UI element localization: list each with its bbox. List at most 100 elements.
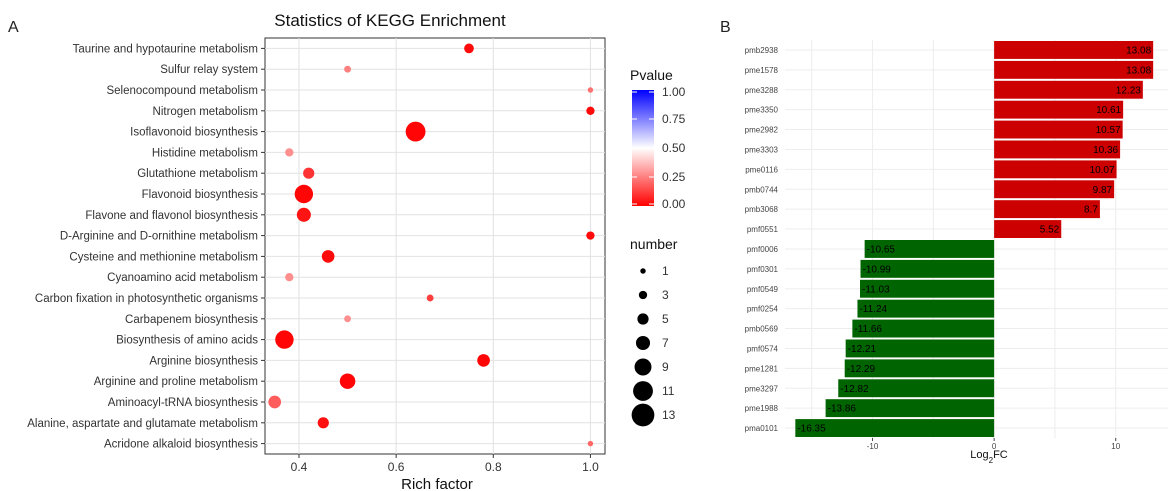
y-tick-label: Acridone alkaloid biosynthesis: [104, 439, 258, 451]
bar: [860, 279, 995, 298]
y-tick-label: Alanine, aspartate and glutamate metabol…: [27, 418, 258, 430]
data-point: [296, 207, 311, 222]
data-point: [464, 43, 474, 54]
y-tick-label: pmb2938: [745, 46, 779, 55]
y-tick-label: pme3297: [745, 384, 779, 393]
colorbar-tick-label: 0.25: [662, 170, 686, 184]
panel-label-b: B: [720, 19, 731, 36]
log2fc-bar-chart: B 13.08 13.08 12.23 10.61 10.57 10.36 10.07 9.8…: [720, 19, 1168, 465]
y-tick-label: pmf0006: [747, 245, 779, 254]
y-tick-label: pme1281: [745, 364, 779, 373]
data-point: [587, 87, 594, 93]
bar: [994, 80, 1143, 99]
y-tick-label: pme1578: [745, 66, 779, 75]
y-tick-label: Cyanoamino acid metabolism: [107, 272, 258, 284]
data-point: [339, 373, 356, 389]
size-legend-dot: [638, 290, 648, 300]
data-point: [405, 121, 426, 142]
y-tick-label: pme1988: [745, 404, 779, 413]
y-tick-label: pme3288: [745, 86, 779, 95]
bar: [994, 160, 1117, 179]
bar-value-label: 13.08: [1126, 45, 1151, 56]
y-tick-label: Isoflavonoid biosynthesis: [130, 127, 258, 139]
y-tick-label: pma0101: [745, 424, 779, 433]
colorbar-tick-label: 0.00: [662, 197, 686, 211]
colorbar-tick-label: 1.00: [662, 85, 686, 99]
bar: [994, 200, 1100, 219]
data-point: [317, 417, 329, 429]
plot-area-b: [785, 40, 1168, 438]
y-tick-label: Flavonoid biosynthesis: [142, 189, 259, 201]
bar: [864, 240, 995, 258]
bar: [860, 259, 995, 278]
y-tick-label: Cysteine and methionine metabolism: [69, 251, 258, 263]
bar: [994, 140, 1121, 159]
data-point: [344, 315, 352, 323]
y-tick-label: D-Arginine and D-ornithine metabolism: [60, 231, 258, 243]
bar-value-label: -11.24: [859, 304, 887, 315]
y-tick-label: pme0116: [745, 165, 778, 174]
bar-value-label: -11.66: [854, 324, 882, 335]
y-tick-label: Aminoacyl-tRNA biosynthesis: [108, 397, 258, 409]
y-tick-label: Histidine metabolism: [152, 147, 258, 159]
bar: [838, 379, 995, 398]
chart-title: Statistics of KEGG Enrichment: [274, 11, 506, 30]
bar: [994, 60, 1154, 79]
size-legend-dot: [635, 335, 651, 351]
pvalue-colorbar: [632, 90, 654, 206]
data-point: [285, 273, 294, 282]
x-tick-label: -10: [867, 442, 879, 451]
y-tick-label: pmb0744: [745, 185, 779, 194]
bar: [852, 319, 995, 338]
x-tick-label: 0.8: [485, 460, 502, 474]
x-axis-label-a: Rich factor: [401, 476, 473, 491]
bar: [857, 299, 995, 318]
size-legend-dot: [631, 403, 655, 427]
bar: [994, 41, 1154, 59]
size-legend-dot: [640, 268, 646, 274]
kegg-enrichment-chart: A Statistics of KEGG Enrichment Taurine …: [8, 11, 686, 491]
bar-value-label: -12.21: [848, 344, 877, 355]
y-tick-label: pme3350: [745, 106, 779, 115]
data-point: [275, 330, 294, 349]
data-point: [586, 231, 595, 240]
bar: [994, 220, 1062, 238]
pvalue-legend-title: Pvalue: [630, 67, 673, 83]
bar: [994, 180, 1115, 199]
y-tick-label: pmb3068: [745, 205, 779, 214]
x-tick-label: 1.0: [582, 460, 599, 474]
size-legend-label: 1: [662, 264, 669, 278]
colorbar-tick-label: 0.50: [662, 141, 686, 155]
size-legend-label: 7: [662, 336, 669, 350]
bar-value-label: 10.07: [1090, 165, 1115, 176]
y-tick-label: Selenocompound metabolism: [106, 85, 258, 97]
size-legend-label: 11: [662, 384, 675, 398]
y-tick-label: Nitrogen metabolism: [153, 106, 258, 118]
data-point: [303, 167, 315, 179]
bar-value-label: 10.61: [1096, 105, 1121, 116]
bar-value-label: -10.65: [867, 244, 896, 255]
size-legend-dot: [634, 358, 652, 376]
y-tick-label: pmf0301: [747, 265, 779, 274]
y-tick-label: pmf0574: [747, 344, 779, 353]
bar: [994, 120, 1123, 139]
colorbar-tick-label: 0.75: [662, 112, 686, 126]
size-legend-label: 5: [662, 312, 669, 326]
y-tick-label: pme3303: [745, 145, 779, 154]
bar: [795, 419, 995, 437]
size-legend-label: 13: [662, 408, 676, 422]
x-tick-label: 0.6: [388, 460, 405, 474]
data-point: [285, 148, 294, 157]
bar-value-label: -16.35: [797, 424, 826, 435]
y-tick-label: Carbapenem biosynthesis: [125, 314, 258, 326]
data-point: [321, 250, 335, 263]
x-tick-label: 0.4: [291, 460, 308, 474]
y-tick-label: Sulfur relay system: [160, 64, 258, 76]
y-tick-label: pmb0569: [745, 325, 779, 334]
bar-value-label: 8.7: [1084, 205, 1098, 216]
bar-value-label: 10.36: [1093, 145, 1118, 156]
x-tick-label: 10: [1111, 442, 1120, 451]
bar-value-label: -11.03: [862, 284, 890, 295]
number-legend-title: number: [630, 236, 678, 252]
